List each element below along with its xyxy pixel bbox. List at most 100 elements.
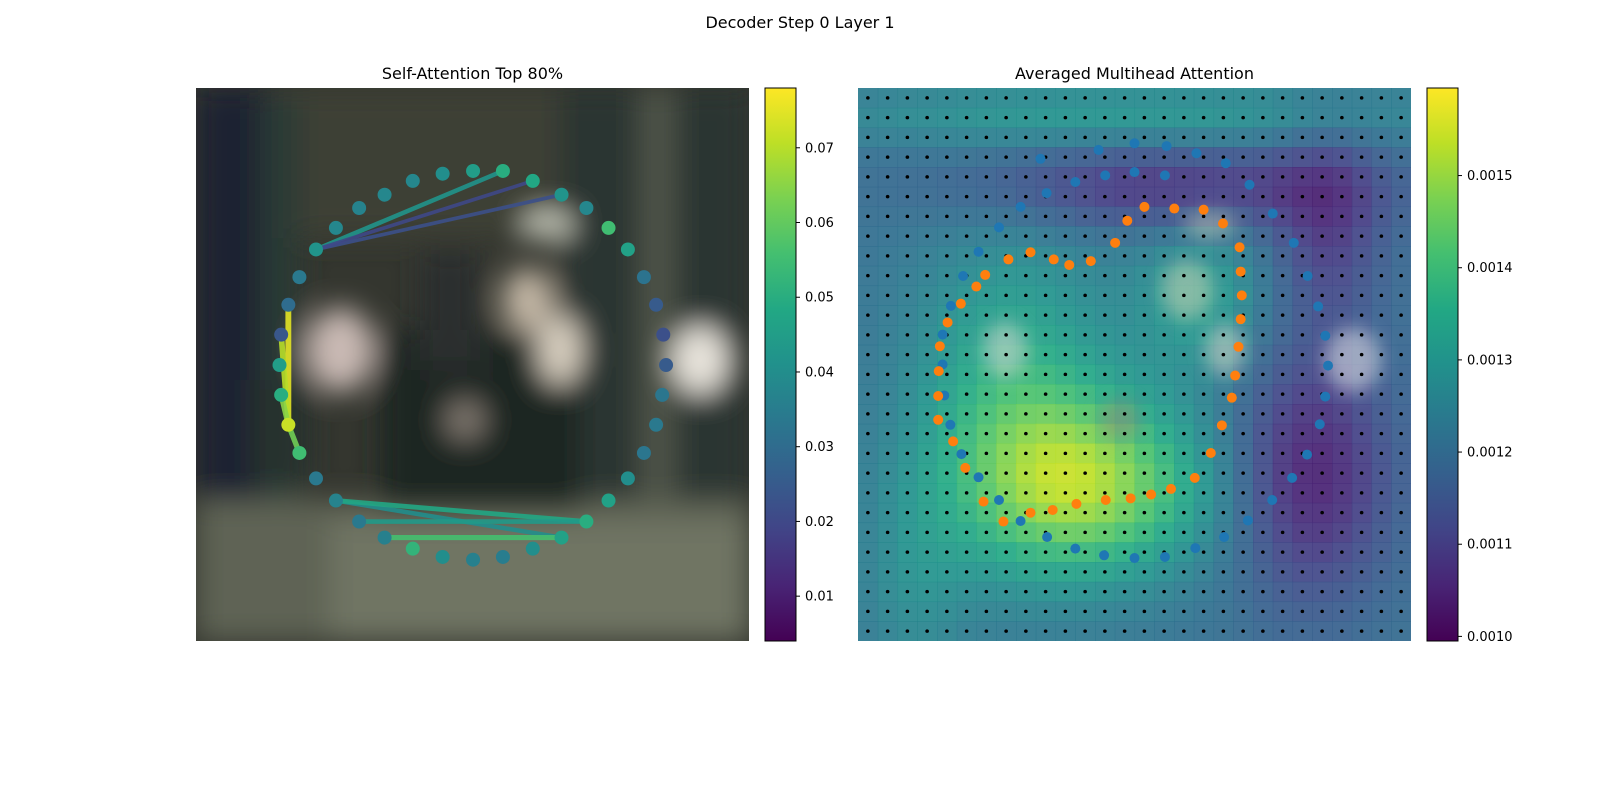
grid-dot — [1241, 96, 1245, 100]
grid-dot — [905, 293, 910, 298]
blue-point-25 — [1042, 532, 1053, 543]
grid-dot — [1379, 96, 1384, 100]
grid-dot — [1182, 471, 1186, 475]
grid-dot — [1004, 629, 1008, 633]
grid-dot — [1379, 491, 1384, 495]
grid-dot — [1300, 412, 1305, 416]
grid-dot — [964, 155, 969, 159]
grid-dot — [1063, 273, 1068, 278]
keypoint-28 — [274, 387, 289, 402]
grid-dot — [1221, 135, 1226, 140]
grid-dot — [984, 254, 989, 258]
grid-dot — [945, 175, 949, 179]
grid-dot — [984, 530, 989, 535]
grid-dot — [1004, 570, 1008, 574]
grid-dot — [925, 471, 929, 475]
grid-dot — [1379, 135, 1384, 140]
grid-dot — [1142, 491, 1147, 495]
grid-dot — [885, 194, 890, 199]
grid-dot — [1103, 254, 1107, 258]
grid-dot — [1320, 589, 1324, 594]
grid-dot — [905, 589, 910, 594]
grid-dot — [1300, 234, 1305, 238]
grid-dot — [1280, 214, 1285, 219]
grid-dot — [866, 609, 870, 614]
grid-dot — [1261, 550, 1265, 554]
grid-dot — [1162, 313, 1166, 317]
grid-dot — [1182, 254, 1186, 258]
grid-dot — [1320, 412, 1324, 416]
grid-dot — [945, 254, 949, 258]
orange-point-3 — [1217, 218, 1228, 229]
grid-dot — [1300, 392, 1305, 396]
grid-dot — [1221, 234, 1226, 238]
grid-dot — [1043, 333, 1048, 337]
grid-dot — [1359, 372, 1364, 377]
grid-dot — [1241, 550, 1245, 554]
orange-point-22 — [978, 496, 989, 507]
grid-dot — [1162, 510, 1166, 515]
keypoint-27 — [281, 417, 296, 432]
grid-dot — [1063, 392, 1068, 396]
grid-dot — [1142, 471, 1147, 475]
grid-dot — [1122, 234, 1127, 238]
grid-dot — [1399, 451, 1403, 456]
orange-point-23 — [960, 462, 971, 473]
grid-dot — [1182, 115, 1186, 120]
grid-dot — [1083, 510, 1087, 515]
grid-dot — [1340, 115, 1344, 120]
grid-dot — [1261, 372, 1265, 377]
grid-dot — [1162, 333, 1166, 337]
grid-dot — [1340, 372, 1344, 377]
grid-dot — [1083, 313, 1087, 317]
orange-point-21 — [998, 516, 1009, 527]
grid-dot — [945, 372, 949, 377]
grid-dot — [925, 293, 929, 298]
grid-dot — [925, 372, 929, 377]
keypoint-15 — [579, 514, 594, 529]
grid-dot — [1340, 412, 1344, 416]
grid-dot — [885, 352, 890, 357]
orange-point-39 — [1122, 215, 1133, 226]
grid-dot — [1043, 431, 1048, 436]
orange-point-17 — [1100, 494, 1111, 505]
orange-point-31 — [971, 281, 982, 292]
grid-dot — [1261, 431, 1265, 436]
blue-point-41 — [1100, 170, 1111, 181]
grid-dot — [1083, 471, 1087, 475]
grid-dot — [1201, 115, 1206, 120]
grid-dot — [984, 155, 989, 159]
grid-dot — [1201, 175, 1206, 179]
orange-point-11 — [1216, 420, 1227, 431]
grid-dot — [1241, 431, 1245, 436]
grid-dot — [1182, 333, 1186, 337]
grid-dot — [1399, 491, 1403, 495]
grid-dot — [1162, 431, 1166, 436]
grid-dot — [1103, 135, 1107, 140]
blue-point-43 — [1159, 170, 1170, 181]
grid-dot — [1300, 471, 1305, 475]
grid-dot — [905, 96, 910, 100]
grid-dot — [1201, 431, 1206, 436]
grid-dot — [1221, 629, 1226, 633]
keypoint-35 — [352, 201, 367, 216]
grid-dot — [885, 589, 890, 594]
grid-dot — [1280, 510, 1285, 515]
grid-dot — [1122, 352, 1127, 357]
grid-dot — [1261, 254, 1265, 258]
grid-dot — [1320, 629, 1324, 633]
grid-dot — [964, 412, 969, 416]
grid-dot — [945, 155, 949, 159]
grid-dot — [1359, 96, 1364, 100]
grid-dot — [1024, 313, 1028, 317]
grid-dot — [866, 175, 870, 179]
grid-dot — [1024, 194, 1028, 199]
grid-dot — [964, 570, 969, 574]
orange-point-10 — [1226, 392, 1237, 403]
grid-dot — [1024, 333, 1028, 337]
grid-dot — [984, 629, 989, 633]
grid-dot — [866, 451, 870, 456]
grid-dot — [1122, 471, 1127, 475]
grid-dot — [1359, 135, 1364, 140]
grid-dot — [1359, 609, 1364, 614]
